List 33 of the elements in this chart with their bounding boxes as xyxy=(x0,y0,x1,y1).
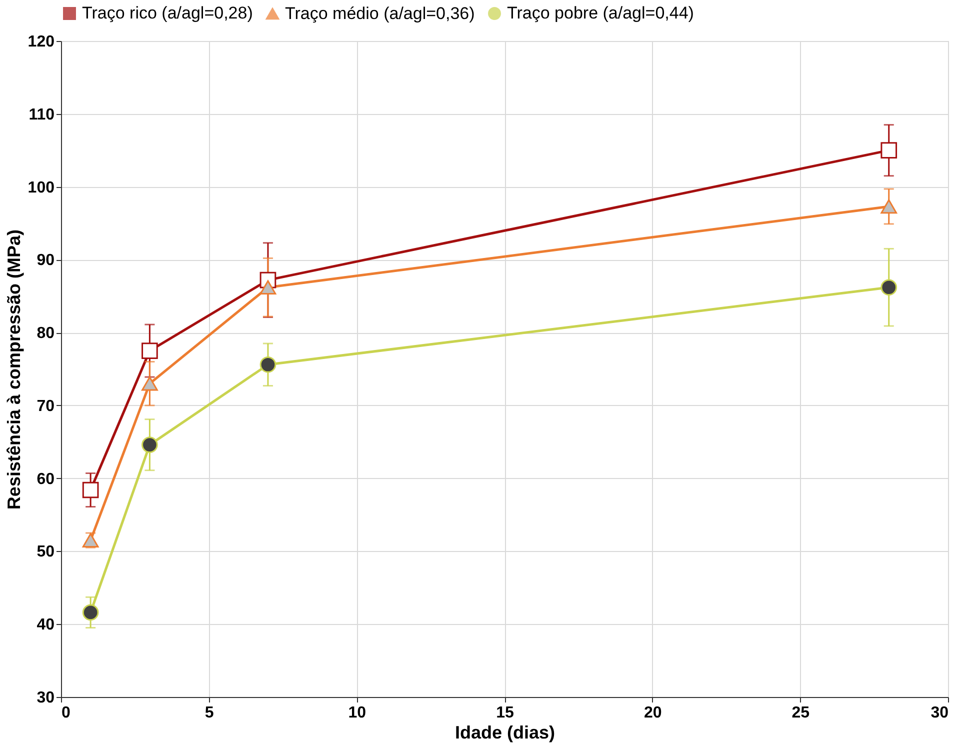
y-tick-label: 120 xyxy=(28,34,55,50)
x-tick-label: 25 xyxy=(792,704,810,722)
point xyxy=(260,356,276,373)
point xyxy=(260,280,276,295)
x-tick-label: 15 xyxy=(496,704,514,722)
y-tick-label: 90 xyxy=(36,252,55,270)
legend-label: Traço médio (a/agl=0,36) xyxy=(285,4,475,23)
point xyxy=(82,482,99,498)
point xyxy=(82,533,99,548)
y-tick-label: 40 xyxy=(36,616,55,634)
x-tick-label: 0 xyxy=(62,704,70,722)
y-tick-label: 100 xyxy=(28,179,55,196)
point xyxy=(142,342,158,359)
x-axis-title: Idade (dias) xyxy=(454,722,556,742)
point xyxy=(880,199,898,214)
x-tick-label: 30 xyxy=(930,704,949,722)
legend-label: Traço pobre (a/agl=0,44) xyxy=(507,4,694,23)
point xyxy=(880,279,898,296)
legend-label: Traço rico (a/agl=0,28) xyxy=(82,4,253,23)
y-tick-label: 30 xyxy=(36,690,55,706)
x-tick-label: 20 xyxy=(644,704,662,722)
y-tick-label: 60 xyxy=(36,470,55,488)
x-tick-label: 5 xyxy=(204,704,214,722)
y-axis-title: Resistência à compressão (MPa) xyxy=(4,229,24,510)
point xyxy=(880,142,898,158)
point xyxy=(82,604,99,621)
y-tick-label: 80 xyxy=(36,325,55,342)
x-tick-label: 10 xyxy=(348,704,366,722)
y-tick-label: 50 xyxy=(36,544,55,561)
y-tick-label: 70 xyxy=(36,398,55,415)
y-tick-label: 110 xyxy=(28,106,55,124)
point xyxy=(142,436,158,453)
point xyxy=(142,376,158,391)
